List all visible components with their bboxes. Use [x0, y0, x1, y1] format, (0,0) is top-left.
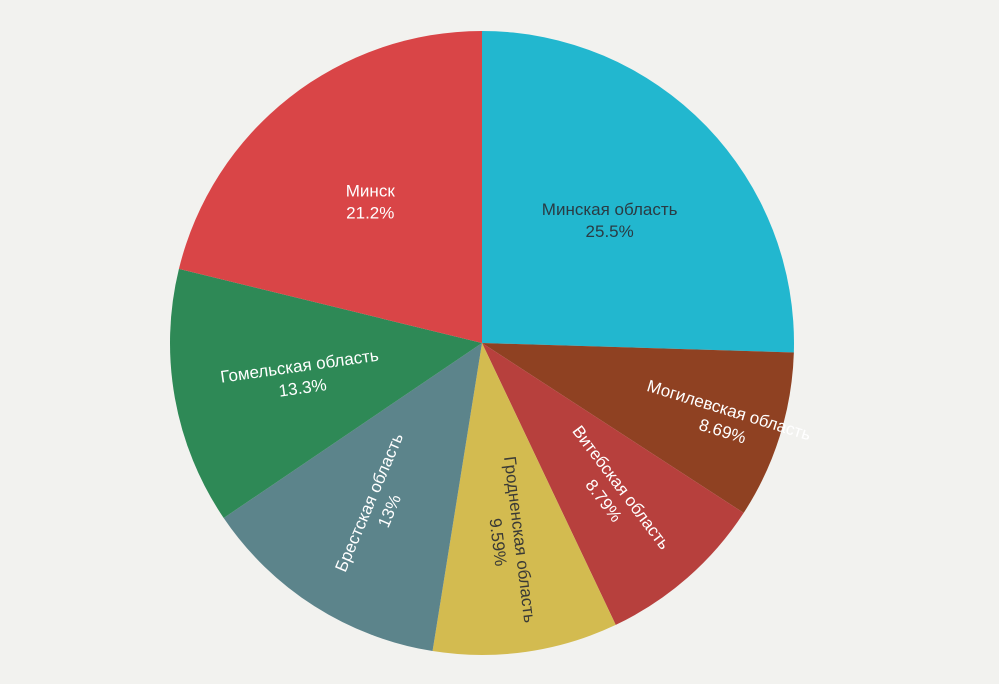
- pie-slice-3: [482, 343, 744, 625]
- pie-slice-2: [482, 343, 794, 513]
- pie-slice-1: [482, 31, 794, 353]
- slice-label-group-7: Минск 21.2%: [346, 182, 396, 223]
- slice-label-group-1: Минская область 25.5%: [542, 200, 678, 241]
- slice-label: Минская область: [542, 200, 678, 219]
- pie-slice-4: [432, 343, 616, 655]
- slices-layer: [169, 31, 794, 655]
- pie-slice-7: [178, 31, 482, 343]
- pie-slice-6: [169, 268, 482, 518]
- slice-value-label: 21.2%: [346, 204, 394, 223]
- slice-label: Минск: [346, 182, 396, 201]
- pie-slice-5: [223, 343, 482, 652]
- slice-value-label: 25.5%: [586, 222, 634, 241]
